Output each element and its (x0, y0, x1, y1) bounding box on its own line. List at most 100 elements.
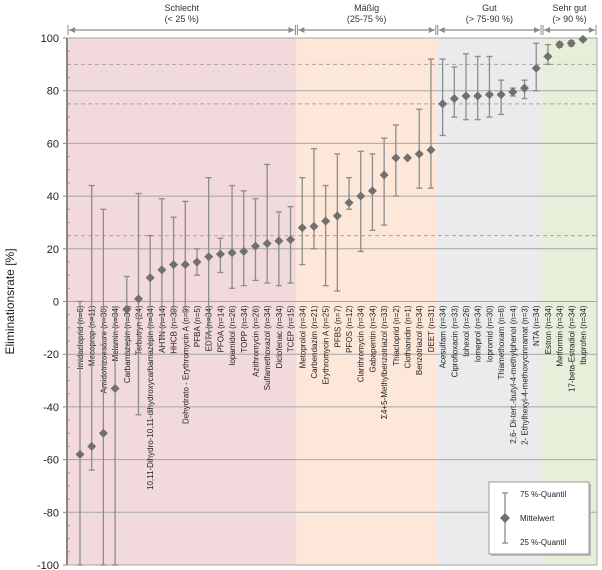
mean-marker (87, 441, 97, 451)
substance-mark (332, 153, 342, 292)
mean-marker (321, 216, 331, 226)
substance-mark (192, 248, 202, 276)
substance-mark (543, 43, 553, 65)
substance-label: Clarithromycin (n=34) (357, 305, 366, 382)
legend-q25-label: 25 %-Quantil (520, 538, 566, 547)
mean-marker (520, 83, 530, 93)
mean-marker (531, 63, 541, 73)
substance-mark (438, 58, 448, 137)
mean-marker (145, 273, 155, 283)
substance-mark (87, 184, 97, 471)
mean-marker (215, 249, 225, 259)
substance-mark (180, 200, 190, 313)
zone-title: Mäßig (354, 3, 379, 13)
mean-marker (122, 304, 132, 314)
substance-mark (496, 79, 506, 116)
substance-mark (555, 40, 565, 50)
arrow-right-icon (428, 27, 435, 33)
y-tick-label: -20 (43, 349, 59, 361)
substance-label: TCEP (n=15) (287, 305, 296, 352)
substance-mark (379, 137, 389, 226)
substance-mark (169, 216, 179, 313)
y-tick-label: 40 (47, 191, 59, 203)
substance-label: Σ4+5-Methylbenzotriazol (n=33) (380, 305, 389, 419)
substance-label: Acesulfam (n=34) (439, 305, 448, 368)
mean-marker (262, 239, 272, 249)
substance-mark (262, 163, 272, 284)
substance-label: Thiamethoxam (n=6) (497, 305, 506, 379)
arrow-left-icon (544, 27, 551, 33)
substance-label: Ibuprofen (n=34) (579, 305, 588, 365)
mean-marker (239, 246, 249, 256)
substance-mark (227, 184, 237, 289)
y-tick-label: -40 (43, 402, 59, 414)
mean-marker (332, 211, 342, 221)
substance-label: PFBA (n=5) (193, 305, 202, 347)
substance-mark (473, 55, 483, 121)
substance-label: Carbendazim (n=21) (310, 305, 319, 378)
substance-label: Diclofenac (n=34) (275, 305, 284, 368)
mean-marker (461, 91, 471, 101)
arrow-right-icon (534, 27, 541, 33)
mean-marker (508, 87, 518, 97)
substance-mark (367, 153, 377, 232)
mean-marker (566, 38, 576, 48)
substance-label: HHCB (n=39) (170, 305, 179, 354)
substance-mark (204, 177, 214, 340)
y-tick-label: 100 (41, 33, 59, 45)
substance-label: Benzotriazol (n=34) (415, 305, 424, 375)
mean-marker (309, 221, 319, 231)
zone-range-label: (> 75-90 %) (466, 14, 513, 24)
mean-marker (250, 241, 260, 251)
substance-label: 10,11-Dihydro-10,11-dihydroxycarbamazepi… (146, 305, 155, 490)
substance-label: 17-beta-Estradiol (n=34) (567, 305, 576, 392)
substance-mark (297, 177, 307, 266)
substance-label: PFOS (n=12) (345, 305, 354, 353)
y-tick-label: 20 (47, 244, 59, 256)
substance-mark (508, 87, 518, 97)
substance-label: Estron (n=34) (544, 305, 553, 354)
substance-label: 2,6- Di-tert.-butyl-4-methylphenol (n=4) (509, 305, 518, 443)
arrow-right-icon (288, 27, 295, 33)
mean-marker (297, 223, 307, 233)
substance-label: Iohexol (n=26) (462, 305, 471, 357)
substance-mark (578, 34, 588, 44)
legend-q75-label: 75 %-Quantil (520, 490, 566, 499)
zone-title: Schlecht (164, 3, 199, 13)
zone-range-label: (> 90 %) (552, 14, 586, 24)
substance-label: Clothianidin (n=1) (404, 305, 413, 368)
substance-mark (122, 275, 132, 355)
mean-marker (157, 265, 167, 275)
substance-mark (461, 53, 471, 121)
mean-marker (543, 51, 553, 61)
substance-label: Thiacloprid (n=2) (392, 305, 401, 366)
substance-label: Sulfamethoxazol (n=34) (263, 305, 272, 390)
y-tick-label: 0 (53, 297, 59, 309)
mean-marker (484, 90, 494, 100)
mean-marker (286, 235, 296, 245)
substance-mark (145, 234, 155, 345)
substance-label: PFOA (n=14) (216, 305, 225, 352)
mean-marker (367, 186, 377, 196)
mean-marker (227, 248, 237, 258)
mean-marker (391, 153, 401, 163)
mean-marker (180, 260, 190, 270)
substance-label: Metformin (n=34) (556, 305, 565, 366)
mean-marker (403, 153, 413, 163)
substance-label: Iopromid (n=30) (485, 305, 494, 362)
substance-mark (356, 150, 366, 253)
substance-mark (75, 300, 85, 566)
mean-marker (473, 91, 483, 101)
y-tick-label: -80 (43, 507, 59, 519)
substance-mark (215, 237, 225, 274)
y-axis-title: Eliminationsrate [%] (3, 248, 17, 354)
zone-range-label: (< 25 %) (165, 14, 199, 24)
substance-mark (321, 184, 331, 287)
y-tick-label: -60 (43, 455, 59, 467)
substance-label: Gabapentin (n=34) (368, 305, 377, 372)
mean-marker (379, 170, 389, 180)
mean-marker (204, 252, 214, 262)
arrow-left-icon (69, 27, 75, 33)
mean-marker (169, 260, 179, 270)
